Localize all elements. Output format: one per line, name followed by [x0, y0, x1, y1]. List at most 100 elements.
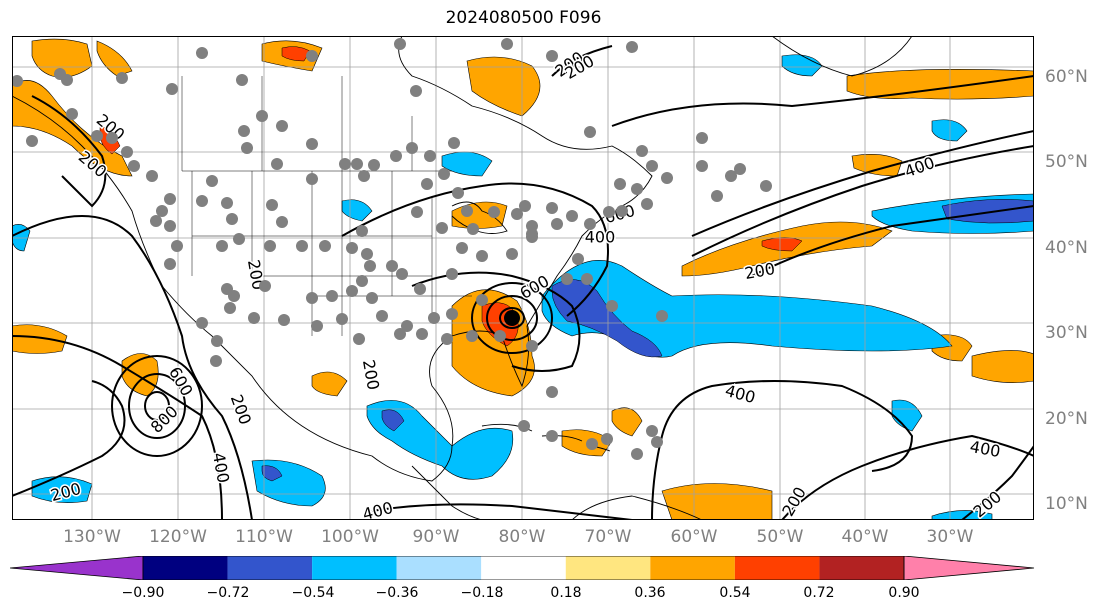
station-dot: [410, 85, 422, 97]
station-dot: [128, 160, 140, 172]
colorbar-tick-label: −0.72: [206, 585, 250, 601]
station-dot: [346, 242, 358, 254]
contour-line: [341, 182, 609, 317]
station-dot: [326, 290, 338, 302]
contour-label: 200: [227, 392, 255, 427]
map-title: 2024080500 F096: [445, 8, 602, 28]
warm-anomaly-patch: [12, 324, 68, 354]
lat-label: 50°N: [1045, 152, 1088, 172]
colorbar-outline: [142, 556, 905, 580]
cool-anomaly-patch: [891, 399, 923, 432]
station-dot: [211, 335, 223, 347]
colorbar-tick-label: 0.72: [803, 585, 835, 601]
contour-label: 400: [968, 437, 1001, 461]
warm-anomaly-patch: [311, 371, 348, 397]
station-dot: [394, 328, 406, 340]
station-dot: [586, 438, 598, 450]
strong-warm-anomaly-regions: [99, 46, 803, 347]
station-dot: [631, 448, 643, 460]
station-dot: [224, 302, 236, 314]
contour-line: [499, 307, 525, 329]
colorbar-tick-label: 0.54: [719, 585, 751, 601]
cool-anomaly-patch: [341, 199, 373, 222]
station-dot: [196, 47, 208, 59]
station-dot: [511, 208, 523, 220]
station-dot: [416, 328, 428, 340]
station-dot: [551, 218, 563, 230]
station-dot: [631, 183, 643, 195]
colorbar-segment: [734, 556, 820, 580]
station-dot: [306, 173, 318, 185]
station-dot: [506, 248, 518, 260]
station-dot: [572, 253, 584, 265]
station-dot: [546, 202, 558, 214]
colorbar-segment: [396, 556, 482, 580]
station-dot: [264, 240, 276, 252]
station-dot: [276, 120, 288, 132]
station-dot: [601, 433, 613, 445]
station-dot: [626, 41, 638, 53]
station-dot: [394, 38, 406, 50]
colorbar-tick-label: 0.36: [634, 585, 666, 601]
contour-line: [144, 391, 170, 421]
station-dot: [603, 206, 615, 218]
station-dot: [725, 170, 737, 182]
station-dot: [236, 74, 248, 86]
map-canvas: 2002002004006006004002006008002004002002…: [12, 36, 1034, 520]
station-dot: [311, 320, 323, 332]
lon-label: 30°W: [926, 527, 974, 547]
station-dot: [361, 248, 373, 260]
colorbar-tick-label: −0.18: [460, 585, 504, 601]
station-dot: [441, 333, 453, 345]
station-dot: [526, 340, 538, 352]
station-dot: [448, 137, 460, 149]
station-dot: [446, 268, 458, 280]
lon-label: 90°W: [412, 527, 460, 547]
contour-line: [781, 434, 1034, 520]
station-dot: [233, 233, 245, 245]
colorbar-segment: [819, 556, 904, 580]
station-dot: [636, 145, 648, 157]
map-area[interactable]: 2002002004006006004002006008002004002002…: [12, 36, 1034, 520]
contour-label: 400: [209, 451, 233, 484]
station-dot: [351, 158, 363, 170]
station-dot: [566, 210, 578, 222]
station-dot: [616, 205, 628, 217]
strong-cool-patch: [381, 409, 405, 432]
station-dot: [414, 283, 426, 295]
station-dot: [306, 292, 318, 304]
station-dot: [306, 50, 318, 62]
station-dot: [424, 150, 436, 162]
station-dot: [446, 308, 458, 320]
station-dot: [26, 135, 38, 147]
station-dot: [519, 200, 531, 212]
station-dot: [364, 260, 376, 272]
station-dot: [164, 258, 176, 270]
station-dot: [461, 205, 473, 217]
lon-label: 40°W: [841, 527, 889, 547]
station-dot: [641, 198, 653, 210]
station-dot: [346, 285, 358, 297]
colorbar-segment: [227, 556, 313, 580]
cool-anomaly-patch: [31, 476, 93, 503]
contour-line: [111, 355, 203, 457]
station-dot: [228, 290, 240, 302]
strong-cool-patch: [941, 199, 1034, 224]
station-dot: [66, 108, 78, 120]
station-dot: [164, 220, 176, 232]
contour-line: [12, 380, 126, 497]
cool-anomaly-patch: [931, 119, 968, 142]
contour-line: [551, 45, 613, 77]
station-dot: [438, 168, 450, 180]
grid-lines: [12, 36, 1034, 520]
station-dot: [339, 158, 351, 170]
station-dot: [396, 268, 408, 280]
station-dot: [248, 312, 260, 324]
station-dot: [221, 197, 233, 209]
station-dot: [266, 199, 278, 211]
station-dot: [366, 292, 378, 304]
contour-label: 400: [902, 153, 937, 181]
colorbar-segments: [10, 556, 1035, 580]
station-markers: [12, 38, 772, 460]
station-dot: [196, 195, 208, 207]
